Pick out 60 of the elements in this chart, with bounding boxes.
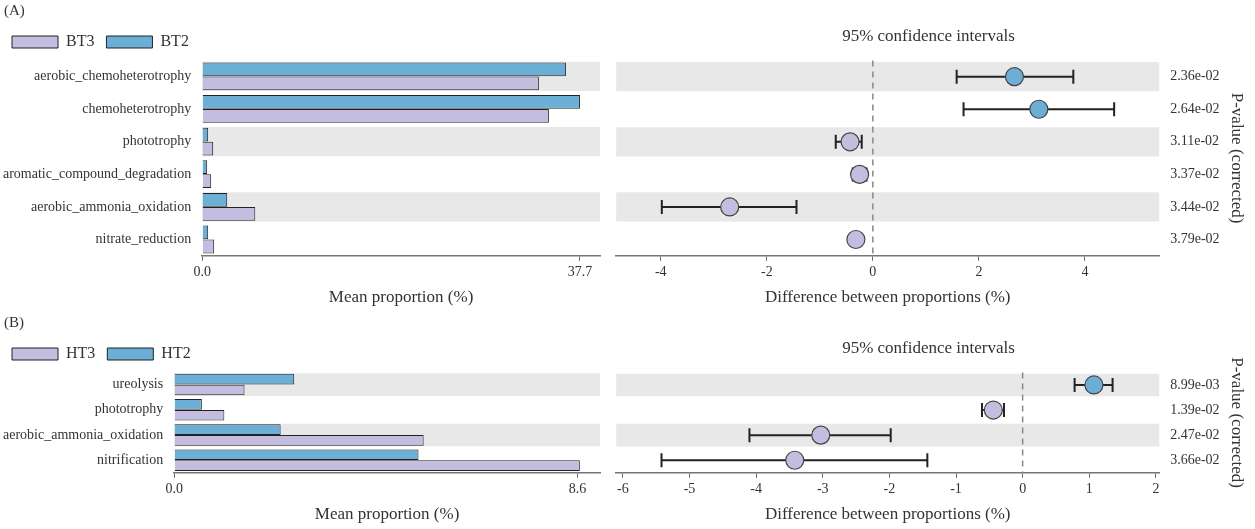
x-tick-label: -5	[683, 480, 696, 496]
x-tick-label: -2	[883, 480, 896, 496]
point	[720, 197, 740, 217]
x-axis-title: Difference between proportions (%)	[764, 504, 1011, 524]
x-tick-label: -3	[816, 480, 829, 496]
legend-label: BT3	[66, 32, 95, 50]
x-tick-label: 2	[1152, 480, 1160, 496]
x-tick-label: -4	[654, 263, 667, 279]
point	[840, 132, 860, 152]
y2-axis-title: P-value (corrected)	[1228, 357, 1248, 488]
x-tick-label: 0.0	[165, 480, 183, 496]
x-tick-label: -1	[950, 480, 962, 496]
y2-axis-title: P-value (corrected)	[1228, 92, 1248, 224]
y-tick-label: nitrate_reduction	[95, 231, 192, 247]
y2-tick-label: 1.39e-02	[1170, 401, 1220, 417]
y-tick-label: ureolysis	[112, 376, 164, 392]
y-tick-label: phototrophy	[94, 401, 164, 417]
y-tick-label: aerobic_ammonia_oxidation	[2, 426, 164, 442]
x-tick-label: 0	[1019, 480, 1027, 496]
y2-tick-label: 3.79e-02	[1170, 231, 1220, 247]
x-tick-label: 1	[1085, 480, 1093, 496]
chart-title: 95% confidence intervals	[842, 25, 1015, 45]
point	[1084, 375, 1104, 395]
point	[846, 229, 866, 250]
y-tick-label: aerobic_chemoheterotrophy	[34, 67, 192, 83]
y-tick-label: aromatic_compound_degradation	[2, 165, 192, 181]
y-tick-label: aerobic_ammonia_oxidation	[30, 198, 192, 214]
y2-tick-label: 2.47e-02	[1170, 426, 1220, 442]
x-tick-label: 4	[1081, 263, 1089, 279]
y2-tick-label: 3.66e-02	[1170, 451, 1220, 467]
legend-label: HT3	[66, 344, 96, 362]
y-tick-label: nitrification	[97, 451, 164, 467]
point	[1004, 67, 1025, 87]
legend-label: BT2	[160, 32, 189, 50]
x-axis-title: Mean proportion (%)	[328, 287, 474, 307]
x-tick-label: 0.0	[193, 263, 211, 279]
x-tick-label: 8.6	[568, 480, 587, 496]
x-axis-title: Difference between proportions (%)	[764, 287, 1011, 307]
point	[785, 450, 805, 470]
x-tick-label: 37.7	[567, 263, 593, 279]
x-tick-label: -6	[617, 480, 629, 496]
x-tick-label: 2	[975, 263, 983, 279]
x-tick-label: 0	[869, 263, 877, 279]
y2-tick-label: 3.11e-02	[1170, 133, 1220, 149]
chart-title: 95% confidence intervals	[842, 337, 1015, 357]
y2-tick-label: 3.37e-02	[1170, 166, 1220, 182]
y2-tick-label: 3.44e-02	[1170, 198, 1220, 214]
text: (A)	[4, 2, 25, 20]
y-tick-label: chemoheterotrophy	[82, 100, 192, 116]
x-tick-label: -2	[760, 263, 773, 279]
y2-tick-label: 2.64e-02	[1170, 100, 1220, 116]
point	[1029, 99, 1049, 119]
y-tick-label: phototrophy	[122, 133, 192, 149]
y2-tick-label: 2.36e-02	[1170, 68, 1220, 84]
point	[811, 425, 831, 445]
x-axis-title: Mean proportion (%)	[314, 504, 460, 524]
y2-tick-label: 8.99e-03	[1170, 376, 1220, 392]
legend-label: HT2	[161, 344, 191, 362]
text: (B)	[4, 314, 24, 332]
x-tick-label: -4	[750, 480, 762, 496]
